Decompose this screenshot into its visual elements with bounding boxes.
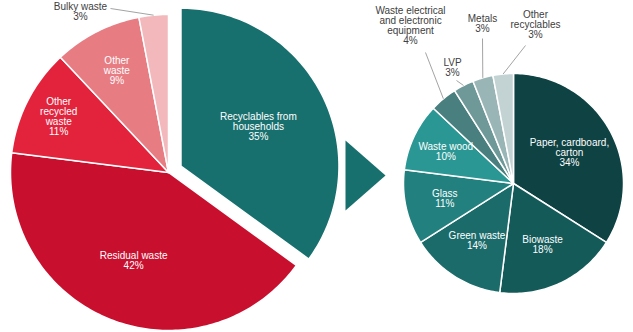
svg-text:Otherwaste9%: Otherwaste9% [103,55,131,86]
svg-text:Green waste14%: Green waste14% [449,230,506,251]
svg-text:Bulky waste3%: Bulky waste3% [54,1,108,22]
svg-text:Waste wood10%: Waste wood10% [418,141,473,162]
svg-text:LVP3%: LVP3% [443,57,461,78]
svg-text:Metals3%: Metals3% [468,13,497,34]
svg-text:Otherrecycledwaste11%: Otherrecycledwaste11% [40,96,77,137]
svg-text:Biowaste18%: Biowaste18% [522,234,563,255]
svg-text:Waste electricaland electronic: Waste electricaland electronicequipment4… [375,5,445,46]
svg-text:Residual waste42%: Residual waste42% [100,250,168,271]
svg-text:Otherrecyclables3%: Otherrecyclables3% [510,9,560,40]
svg-text:Paper, cardboard,carton34%: Paper, cardboard,carton34% [530,137,610,168]
svg-text:Glass11%: Glass11% [432,188,458,209]
svg-text:Recyclables fromhouseholds35%: Recyclables fromhouseholds35% [220,111,297,142]
